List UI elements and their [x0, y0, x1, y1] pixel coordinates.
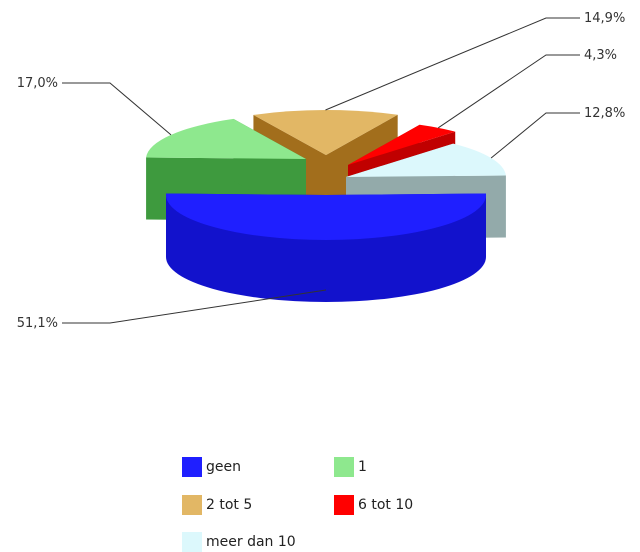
- leader-lines: [62, 17, 580, 324]
- legend-item-geen: geen: [182, 457, 241, 477]
- pie-slices: [146, 110, 506, 302]
- legend-swatch-meer-dan-10: [182, 532, 202, 552]
- legend-item-1: 1: [334, 457, 367, 477]
- percentage-label: 51,1%: [17, 316, 58, 331]
- percentage-label: 12,8%: [584, 106, 625, 121]
- leader-line: [437, 54, 580, 129]
- legend-label-2-tot-5: 2 tot 5: [206, 497, 253, 513]
- legend-item-meer-dan-10: meer dan 10: [182, 532, 296, 552]
- legend-item-6-tot-10: 6 tot 10: [334, 495, 413, 515]
- leader-line: [62, 289, 327, 324]
- legend-swatch-geen: [182, 457, 202, 477]
- leader-line: [325, 17, 580, 111]
- legend-swatch-1: [334, 457, 354, 477]
- percentage-labels: 51,1% 17,0% 14,9% 4,3% 12,8%: [17, 11, 626, 331]
- legend-label-1: 1: [358, 459, 367, 475]
- legend-swatch-6-tot-10: [334, 495, 354, 515]
- legend: geen 1 2 tot 5 6 tot 10 meer dan 10: [182, 455, 482, 552]
- percentage-label: 17,0%: [17, 76, 58, 91]
- percentage-label: 4,3%: [584, 48, 617, 63]
- percentage-label: 14,9%: [584, 11, 625, 26]
- legend-label-geen: geen: [206, 459, 241, 475]
- legend-label-meer-dan-10: meer dan 10: [206, 534, 296, 550]
- legend-item-2-tot-5: 2 tot 5: [182, 495, 252, 515]
- legend-swatch-2-tot-5: [182, 495, 202, 515]
- legend-label-6-tot-10: 6 tot 10: [358, 497, 414, 513]
- leader-line: [490, 112, 580, 159]
- pie-slice-geen: [166, 193, 486, 302]
- leader-line: [62, 82, 172, 136]
